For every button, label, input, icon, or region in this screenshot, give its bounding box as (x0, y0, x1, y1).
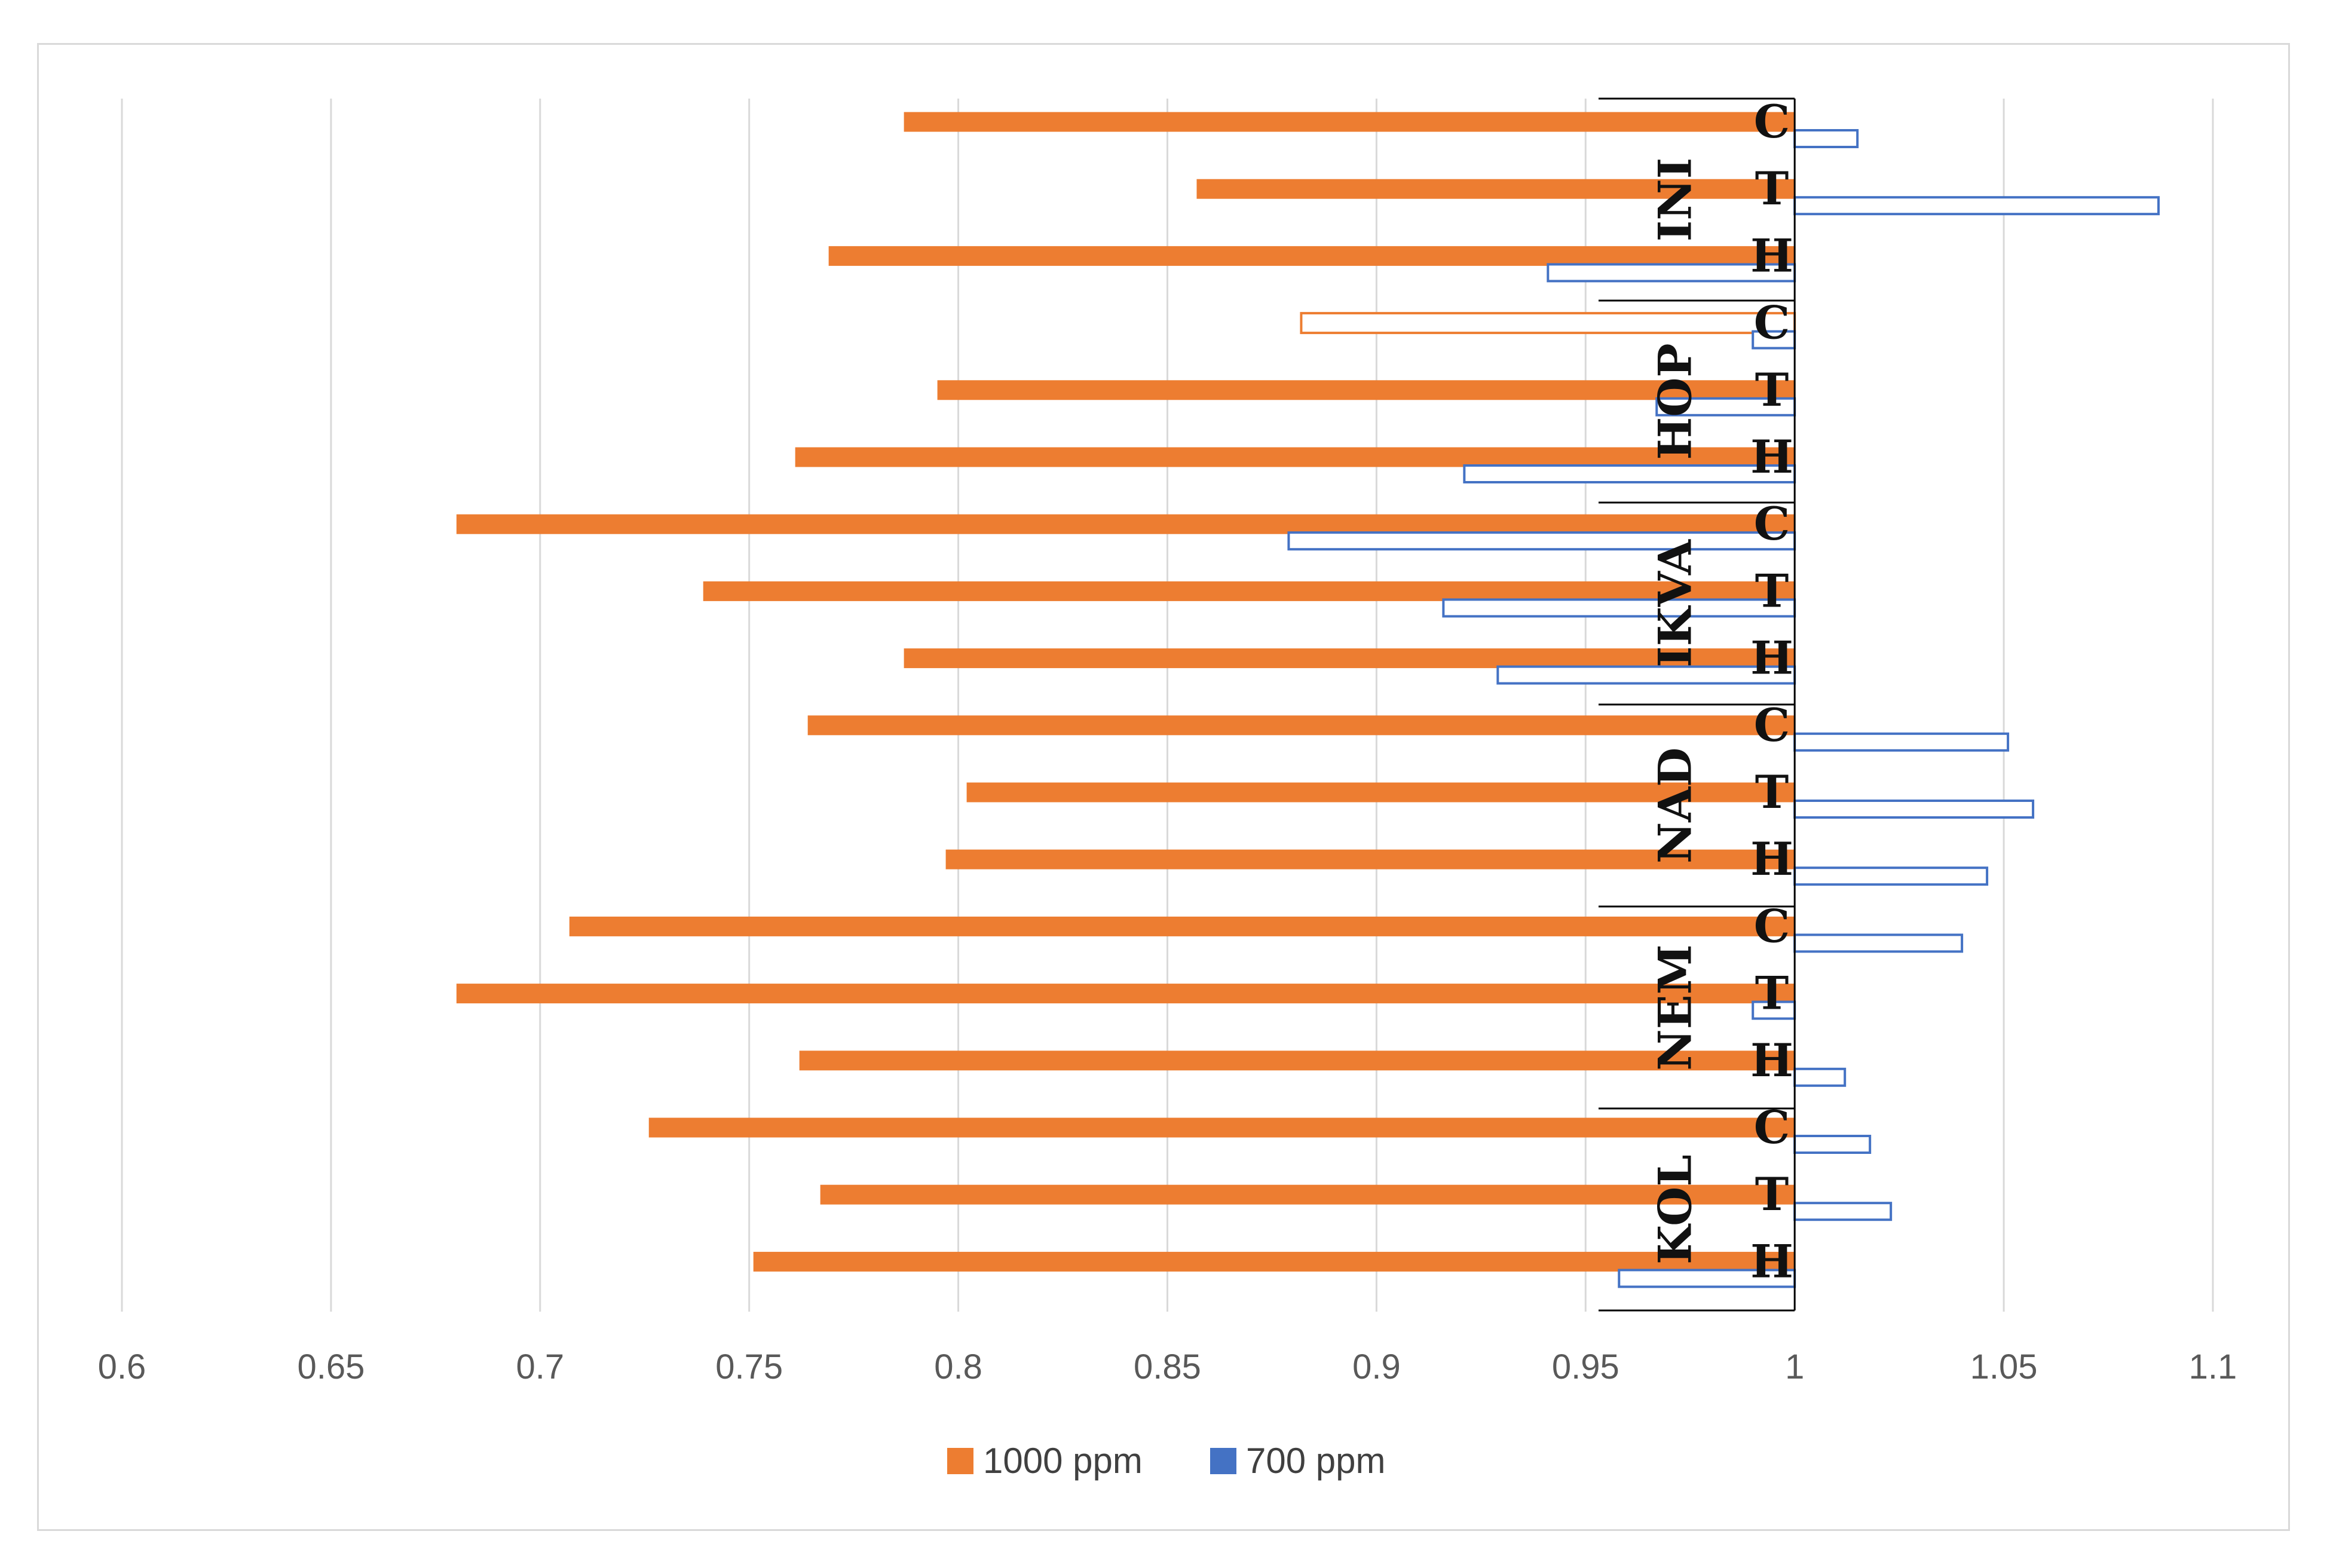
bar-1000ppm (828, 246, 1795, 266)
bar-700ppm (1793, 1067, 1847, 1087)
bar-700ppm (1793, 129, 1859, 148)
bar-1000ppm (937, 380, 1795, 400)
bar-700ppm (1793, 800, 2035, 819)
group-label: NEM (1649, 944, 1702, 1071)
category-label: T (1755, 1168, 1789, 1221)
bar-1000ppm (456, 984, 1795, 1004)
x-tick-label: 0.8 (934, 1348, 982, 1386)
bar-1000ppm (753, 1251, 1795, 1272)
legend-label-700ppm: 700 ppm (1246, 1441, 1386, 1481)
category-label: C (1754, 699, 1790, 752)
category-label: H (1750, 1034, 1793, 1087)
category-label: H (1750, 832, 1793, 886)
category-label: H (1750, 430, 1793, 483)
bar-1000ppm (820, 1184, 1795, 1205)
bar-1000ppm (904, 648, 1795, 669)
x-tick-label: 1.1 (2189, 1348, 2237, 1386)
group-label: IKVA (1649, 539, 1702, 667)
legend-swatch-700ppm (1210, 1448, 1236, 1474)
category-label: T (1755, 162, 1789, 215)
category-label: H (1750, 1235, 1793, 1288)
bar-1000ppm (569, 916, 1795, 936)
category-label: T (1755, 363, 1789, 416)
category-label: H (1750, 229, 1793, 282)
bar-1000ppm (807, 715, 1795, 736)
category-label: C (1754, 899, 1790, 953)
x-tick-label: 0.9 (1352, 1348, 1401, 1386)
category-label: T (1755, 765, 1789, 819)
bars (456, 112, 2160, 1288)
bar-1000ppm (456, 514, 1795, 534)
bar-700ppm (1793, 732, 2010, 752)
category-label: H (1750, 632, 1793, 685)
gridlines (121, 99, 2214, 1312)
group-label: NAD (1649, 748, 1702, 863)
group-label: HOP (1649, 343, 1702, 460)
category-label: C (1754, 497, 1790, 550)
category-label: C (1754, 296, 1790, 350)
legend: 1000 ppm 700 ppm (947, 1441, 1386, 1481)
bar-1000ppm (795, 447, 1795, 467)
x-tick-label: 0.7 (516, 1348, 564, 1386)
bar-1000ppm (904, 112, 1795, 132)
bar-1000ppm (1300, 312, 1796, 335)
bar-1000ppm (703, 581, 1795, 601)
x-tick-label: 0.95 (1552, 1348, 1619, 1386)
bar-1000ppm (1196, 179, 1795, 199)
chart-area: INI C T H HOP C T H IKVA C T H NAD C T H NEM C T H KOL C T H 0.… (37, 43, 2290, 1531)
bar-700ppm (1463, 464, 1796, 483)
x-tick-label: 1 (1785, 1348, 1804, 1386)
bar-1000ppm (648, 1117, 1795, 1138)
bar-700ppm (1793, 866, 1989, 886)
category-label: T (1755, 564, 1789, 617)
bar-700ppm (1442, 598, 1796, 618)
bar-700ppm (1793, 196, 2160, 216)
category-label: C (1754, 1101, 1790, 1154)
x-axis-ticks: 0.6 0.65 0.7 0.75 0.8 0.85 0.9 0.95 1 1.05 1.1 (98, 1348, 2237, 1386)
x-tick-label: 0.6 (98, 1348, 146, 1386)
group-label: KOL (1649, 1154, 1702, 1264)
bar-1000ppm (945, 849, 1795, 869)
bar-700ppm (1793, 1202, 1893, 1221)
bar-700ppm (1618, 1269, 1796, 1288)
x-tick-label: 0.65 (297, 1348, 365, 1386)
bar-1000ppm (966, 782, 1795, 803)
category-label: T (1755, 967, 1789, 1020)
x-tick-label: 0.85 (1134, 1348, 1201, 1386)
group-label: INI (1649, 158, 1702, 242)
bar-700ppm (1793, 1135, 1872, 1154)
legend-swatch-1000ppm (947, 1448, 973, 1474)
category-label: C (1754, 95, 1790, 148)
bar-700ppm (1287, 531, 1796, 551)
legend-label-1000ppm: 1000 ppm (983, 1441, 1143, 1481)
bar-700ppm (1752, 330, 1796, 350)
x-tick-label: 0.75 (715, 1348, 783, 1386)
bar-1000ppm (799, 1051, 1795, 1071)
bar-700ppm (1793, 933, 1964, 953)
x-tick-label: 1.05 (1970, 1348, 2038, 1386)
